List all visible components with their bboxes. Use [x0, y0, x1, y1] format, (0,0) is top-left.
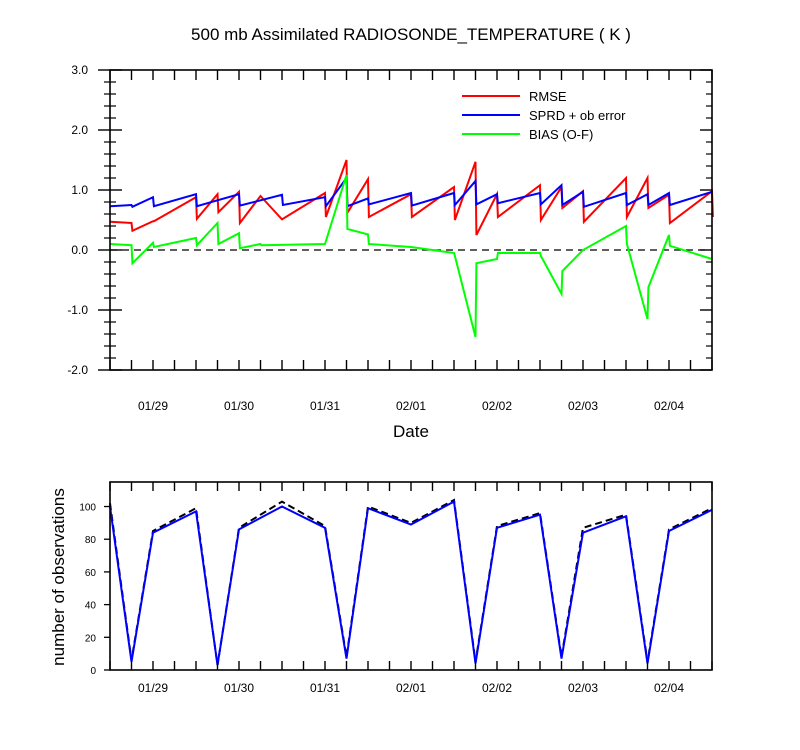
x-tick-label: 01/29 [138, 399, 168, 413]
bottom-axis-ticks [104, 482, 713, 671]
chart-title: 500 mb Assimilated RADIOSONDE_TEMPERATUR… [191, 25, 631, 44]
x-tick-label: 01/29 [138, 681, 168, 695]
top-series-group [109, 159, 714, 338]
x-tick-label: 02/02 [482, 681, 512, 695]
top-series-line-2 [109, 174, 713, 338]
top-axis-tick-labels: 01/29 01/30 01/31 02/01 02/02 02/03 02/04 -2.0 -… [67, 63, 684, 413]
y-tick-label: 40 [85, 601, 97, 612]
x-tick-label: 02/04 [654, 399, 684, 413]
legend-label: RMSE [529, 89, 567, 104]
x-axis-label: Date [393, 422, 429, 441]
x-tick-label: 02/04 [654, 681, 684, 695]
x-tick-label: 02/01 [396, 399, 426, 413]
x-tick-label: 02/02 [482, 399, 512, 413]
legend: RMSE SPRD + ob error BIAS (O-F) [462, 89, 626, 142]
y-tick-label: 3.0 [71, 63, 88, 77]
bot-series-line-1 [109, 500, 713, 666]
x-tick-label: 02/01 [396, 681, 426, 695]
x-tick-label: 01/31 [310, 399, 340, 413]
legend-label: SPRD + ob error [529, 108, 626, 123]
y-tick-label: 0 [90, 666, 96, 677]
y-tick-label: 1.0 [71, 183, 88, 197]
top-series-line-1 [109, 175, 713, 209]
y-tick-label: -2.0 [67, 363, 88, 377]
y-tick-label: 60 [85, 568, 97, 579]
x-tick-label: 01/30 [224, 399, 254, 413]
x-tick-label: 02/03 [568, 681, 598, 695]
bottom-plot-frame [109, 481, 713, 671]
y-tick-label: 0.0 [71, 243, 88, 257]
y-tick-label: -1.0 [67, 303, 88, 317]
y-axis-label-observations: number of observations [49, 488, 68, 666]
y-tick-label: 80 [85, 535, 97, 546]
x-tick-label: 02/03 [568, 399, 598, 413]
y-tick-label: 20 [85, 633, 97, 644]
bottom-series-group [109, 498, 713, 666]
bottom-chart-panel: 01/29 01/30 01/31 02/01 02/02 02/03 02/04 0 20 40… [79, 481, 713, 695]
y-tick-label: 2.0 [71, 123, 88, 137]
bottom-axis-tick-labels: 01/29 01/30 01/31 02/01 02/02 02/03 02/04 0 20 40… [79, 503, 684, 695]
x-tick-label: 01/30 [224, 681, 254, 695]
top-chart-panel: 01/29 01/30 01/31 02/01 02/02 02/03 02/04 -2.0 -… [67, 63, 714, 413]
x-tick-label: 01/31 [310, 681, 340, 695]
legend-label: BIAS (O-F) [529, 127, 593, 142]
y-tick-label: 100 [79, 503, 96, 514]
top-plot-frame [109, 69, 713, 371]
